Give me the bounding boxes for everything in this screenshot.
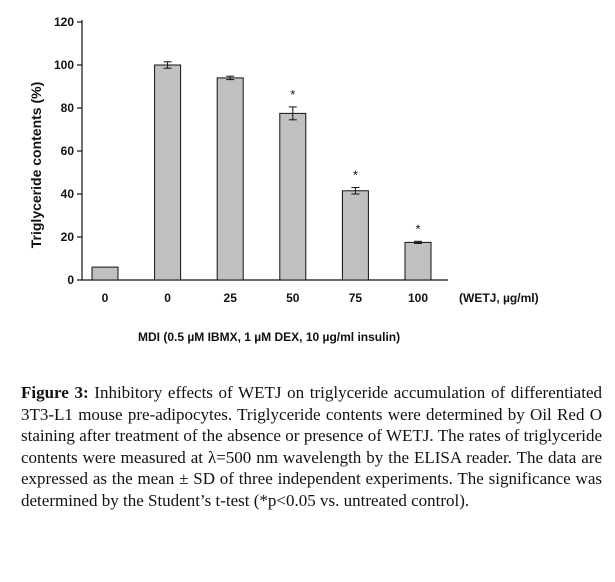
y-tick-label: 20 — [61, 230, 75, 244]
y-tick-label: 80 — [61, 101, 75, 115]
y-tick-label: 100 — [54, 58, 74, 72]
x-tick-label: 75 — [349, 291, 363, 305]
treatment-group-label: MDI (0.5 µM IBMX, 1 µM DEX, 10 µg/ml ins… — [138, 330, 401, 344]
significance-asterisk: * — [290, 87, 295, 102]
bar — [341, 190, 369, 281]
x-tick-label: 0 — [164, 291, 171, 305]
x-tick-label: 50 — [286, 291, 300, 305]
bar-chart: 0 20 40 60 80 100 120 0 0 25 50 75 100 * * * Triglyce… — [28, 15, 539, 305]
x-axis: 0 0 25 50 75 100 — [82, 279, 448, 305]
y-tick-label: 40 — [61, 187, 75, 201]
bar — [91, 266, 119, 281]
x-unit-label: (WETJ, µg/ml) — [459, 291, 539, 305]
caption-label: Figure 3: — [21, 383, 89, 402]
bar — [404, 241, 432, 281]
y-tick-label: 0 — [67, 273, 74, 287]
x-tick-label: 100 — [408, 291, 428, 305]
bar — [279, 112, 307, 281]
x-tick-label: 0 — [102, 291, 109, 305]
caption-text: Inhibitory effects of WETJ on triglyceri… — [21, 383, 602, 510]
bar — [154, 64, 182, 281]
significance-asterisk: * — [415, 221, 420, 236]
significance-asterisk: * — [353, 168, 358, 183]
x-tick-label: 25 — [224, 291, 238, 305]
significance-marks: * * * — [290, 87, 420, 236]
y-axis: 0 20 40 60 80 100 120 — [54, 15, 83, 287]
bar — [216, 77, 244, 281]
y-axis-title: Triglyceride contents (%) — [28, 82, 44, 248]
figure-caption: Figure 3: Inhibitory effects of WETJ on … — [21, 382, 602, 512]
error-bars — [163, 61, 422, 244]
y-tick-label: 60 — [61, 144, 75, 158]
bars — [91, 64, 432, 281]
y-tick-label: 120 — [54, 15, 74, 29]
